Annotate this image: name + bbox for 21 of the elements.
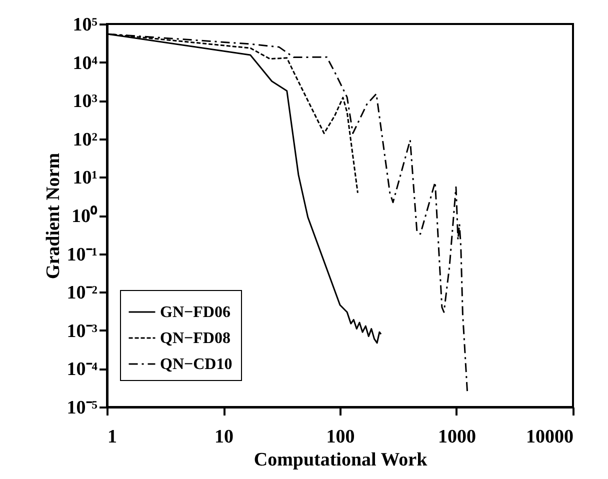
- y-tick-label: 10⁻³: [66, 320, 98, 342]
- y-tick-label: 10⁻⁵: [66, 398, 98, 418]
- y-tick-label: 10²: [72, 129, 98, 150]
- legend-label: GN−FD06: [160, 304, 230, 321]
- y-tick-label: 10⁰: [72, 205, 98, 227]
- y-tick-label: 10³: [72, 91, 98, 112]
- y-tick-label: 10⁻¹: [66, 244, 98, 266]
- y-tick-label: 10⁻²: [66, 282, 98, 304]
- x-tick-label: 10000: [526, 426, 574, 448]
- x-tick-label: 1000: [438, 426, 476, 448]
- x-axis-title: Computational Work: [254, 450, 428, 470]
- y-tick-label: 10⁻⁴: [66, 359, 98, 380]
- x-tick-label: 10: [214, 426, 234, 448]
- legend-label: QN−FD08: [160, 330, 230, 347]
- y-tick-label: 10¹: [72, 168, 98, 189]
- x-tick-label: 1: [108, 426, 117, 448]
- legend-label: QN−CD10: [160, 356, 232, 373]
- y-tick-label: 10⁴: [72, 52, 98, 74]
- y-tick-label: 10⁵: [72, 14, 98, 36]
- y-axis-title: Gradient Norm: [42, 152, 64, 280]
- x-tick-label: 100: [326, 426, 355, 448]
